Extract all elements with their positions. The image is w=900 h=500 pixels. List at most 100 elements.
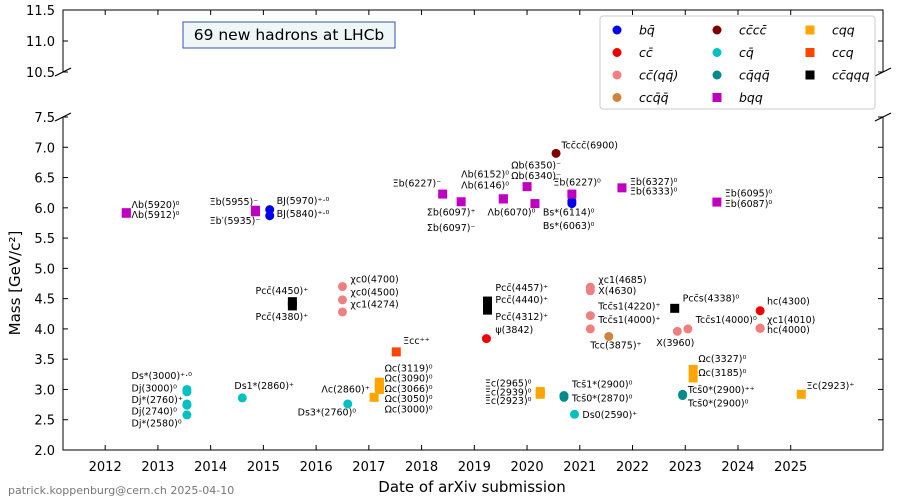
legend-label-ccq: ccq [832,45,854,60]
y-tick-label-upper: 11.0 [26,35,55,50]
hadron-label: Tcs̄0*(2900)⁺⁺ [687,385,755,396]
x-tick-label: 2017 [352,460,385,475]
data-point-ccqq [755,323,765,333]
data-point-cqq [688,364,698,374]
hadron-label: Tcc̄s1(4000)⁺ [597,315,660,326]
data-point-bqq [712,197,722,207]
hadron-label: Ξc(2965)⁰ [485,378,532,389]
hadron-label: Pcc̄(4380)⁺ [255,312,308,323]
x-axis-title: Date of arXiv submission [378,478,565,496]
hadron-label: χc0(4700) [350,274,398,285]
hadron-label: Tcc̄s1(4220)⁺ [597,302,660,313]
data-point-cq [182,400,192,410]
legend-label-ccqqq: cc̄qqq [832,68,870,83]
y-axis-title: Mass [GeV/c²] [6,231,24,336]
hadron-label: Dj*(2760)⁺ [132,395,183,406]
data-point-cc [755,306,765,316]
data-point-cqq [369,392,379,402]
data-point-bqq [498,194,508,204]
x-tick-label: 2016 [300,460,333,475]
hadron-label: Bs*(6114)⁰ [543,208,595,219]
data-point-bqq [121,208,131,218]
hadron-label: Pcc̄(4312)⁺ [495,312,548,323]
data-point-bqq [567,189,577,199]
hadron-label: Dj(2740)⁰ [132,406,178,417]
y-tick-label: 5.0 [34,262,55,277]
x-tick-label: 2025 [774,460,807,475]
data-point-bq [567,199,577,209]
y-tick-label: 2.5 [34,414,55,429]
x-tick-label: 2023 [669,460,702,475]
data-point-cqqq [559,392,569,402]
legend-label-ccqq: cc̄(qq̄) [639,68,678,83]
hadron-labels: Λb(5920)⁰Λb(5912)⁰ Ξb(5955)⁻ Ξb′(5935)⁻ BJ(… [132,140,855,429]
data-point-cqq [535,389,545,399]
data-point-cq [343,399,353,409]
data-point-ccqqq [670,303,680,313]
data-point-cqq [374,384,384,394]
x-tick-label: 2015 [247,460,280,475]
hadron-label: BJ(5840)⁺·⁰ [277,209,330,220]
legend-label-cqq: cqq [832,23,855,38]
hadron-label: Ξc(2923)⁰ [485,396,532,407]
hadron-label: BJ(5970)⁺·⁰ [277,196,330,207]
data-point-ccqq [672,326,682,336]
hadron-label: Ξb(6327)⁰ [630,177,678,188]
data-point-cqq [688,373,698,383]
hadron-label: Λb(5912)⁰ [132,210,180,221]
y-tick-label: 5.5 [34,232,55,247]
x-tick-label: 2012 [89,460,122,475]
hadron-label: Ωc(3327)⁰ [698,354,746,365]
hadron-label: Ξb(6227)⁰ [553,177,601,188]
data-point-ccqq [585,286,595,296]
chart-title-box: 69 new hadrons at LHCb [182,21,396,49]
legend-marker-cqq [805,25,815,35]
x-tick-label: 2020 [511,460,544,475]
legend-label-cq: cq̄ [739,45,754,60]
data-point-cq [182,387,192,397]
hadron-label: Σb(6097)⁺ [427,208,476,219]
data-point-bqq [456,197,466,207]
hadron-label: Dj*(2580)⁰ [132,418,182,429]
legend-marker-cqqq [712,70,722,80]
data-point-cq [570,409,580,419]
hadron-label: χc0(4500) [350,288,398,299]
hadron-label: Ξc(2939)⁰ [485,388,532,399]
hadron-label: Ωc(3000)⁰ [385,404,433,415]
hadron-label: Ds1*(2860)⁺ [234,381,294,392]
hadron-label: Λb(6070)⁰ [488,208,536,219]
hadron-label: Ds*(3000)⁺·⁰ [132,371,193,382]
hadron-label: Tcs̄0*(2870)⁰ [571,394,633,405]
hadron-label: Ξb(6333)⁰ [630,186,678,197]
data-point-bqq [250,207,260,217]
hadron-label: Ξb(6095)⁰ [725,188,773,199]
legend-label-bq: bq̄ [639,23,655,38]
hadron-label: Pcc̄(4440)⁺ [495,295,548,306]
lower-panel-frame [62,117,884,451]
legend-label-cccc: cc̄cc̄ [739,23,767,38]
hadron-label: Λc(2860)⁺ [321,384,369,395]
legend-label-bqq: bqq [739,90,763,105]
hadron-label: X(3960) [656,338,694,349]
hadron-label: Tcc̄s1(4000)⁰ [695,315,757,326]
x-tick-label: 2013 [141,460,174,475]
data-point-cc [481,334,491,344]
hadron-label: hc(4300) [767,297,810,308]
data-point-ccqbar [604,331,614,341]
hadron-label: X(4630) [598,286,636,297]
data-point-cq [182,410,192,420]
hadron-label: Ξb(6087)⁰ [725,199,773,210]
hadron-label: Bs*(6063)⁰ [543,221,595,232]
footer-credit: patrick.koppenburg@cern.ch 2025-04-10 [8,484,234,497]
y-tick-label-upper: 11.5 [26,4,55,19]
hadron-label: Ξb′(5935)⁻ [210,216,261,227]
data-point-bqq [522,182,532,192]
data-point-bq [265,211,275,221]
legend-marker-ccqbar [612,93,622,102]
data-point-cq [237,393,247,403]
hadron-label: Tcs̄0*(2900)⁰ [687,398,749,409]
hadron-label: Ωc(3090)⁰ [385,374,433,385]
legend-marker-ccq [805,48,815,57]
x-tick-label: 2018 [405,460,438,475]
hadron-label: Dj(3000)⁰ [132,383,178,394]
